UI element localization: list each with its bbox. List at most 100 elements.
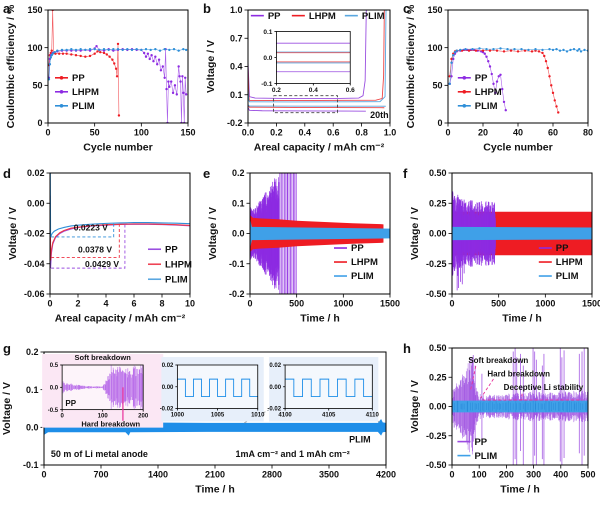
y-tick-label: -0.02: [24, 229, 45, 239]
series-PLIM-marker: [579, 50, 583, 53]
x-tick-label: 100: [98, 414, 109, 420]
x-tick-label: 0.2: [272, 87, 281, 94]
y-tick-label: 50: [32, 81, 42, 91]
series-group: [452, 191, 592, 291]
series-LHPM-marker: [168, 85, 171, 89]
x-tick-label: 2100: [205, 470, 225, 480]
series-PP-marker: [61, 52, 65, 55]
series-LHPM-marker: [502, 50, 506, 53]
series-LHPM-marker: [173, 84, 177, 87]
series-PP: [248, 106, 366, 112]
y-tick-label: 0.2: [26, 347, 39, 357]
series-PP-marker: [70, 53, 73, 56]
series-PP-marker: [487, 60, 490, 63]
series-PLIM-marker: [112, 47, 115, 51]
annotation: 50 m of Li metal anode: [51, 449, 148, 459]
series-PLIM-marker: [60, 48, 64, 52]
series-group: [248, 10, 387, 112]
panel-letter-b: b: [203, 1, 211, 16]
legend-marker-dot: [462, 76, 467, 80]
panel-h: h 0 100 200 300 400 500 0.50 0.25 0.00 -0.25 -0.50…: [400, 340, 600, 507]
series-PLIM-marker: [184, 48, 188, 52]
x-tick-label: 0.8: [355, 128, 368, 138]
x-tick-label: 0.2: [270, 128, 283, 138]
series-LHPM-marker: [142, 51, 146, 55]
series-LHPM-marker: [175, 93, 178, 96]
y-tick-label: 0.1: [230, 90, 243, 100]
series-PLIM-marker: [116, 47, 120, 51]
panel-b-plot: 0.0 0.2 0.4 0.6 0.8 1.0 1.0 0.7 0.4 0.1 -0.2 Areal …: [205, 5, 397, 154]
series-PLIM-marker: [177, 49, 180, 52]
series-PP-marker: [488, 65, 492, 68]
series-LHPM-marker: [557, 111, 560, 114]
y-tick-label: 0.1: [26, 385, 39, 395]
series-PLIM-marker: [485, 47, 488, 51]
legend-marker-dot: [59, 90, 64, 94]
panel-letter-c: c: [403, 1, 411, 16]
series-PP-marker: [483, 52, 486, 55]
series-LHPM-marker: [95, 44, 98, 48]
annotation: PLIM: [349, 434, 371, 444]
series-group: [276, 42, 351, 73]
legend-label: PLIM: [351, 271, 374, 282]
series-PLIM-marker: [578, 47, 581, 51]
series-PLIM-marker: [70, 47, 73, 51]
x-tick-label: 1000: [333, 299, 353, 309]
series-LHPM-marker: [544, 60, 548, 63]
series-group: [48, 10, 188, 123]
series-PP-marker: [499, 73, 502, 76]
x-tick-label: 500: [580, 470, 595, 480]
dash-line: [480, 378, 494, 399]
series-LHPM-marker: [157, 58, 161, 61]
x-tick-label: 4105: [322, 413, 336, 419]
panel-b: b 0.0 0.2 0.4 0.6 0.8 1.0 1.0 0.7 0.4 0.1 -0.2 Area…: [200, 0, 400, 165]
series-PP: [50, 203, 190, 269]
series-PLIM-marker: [506, 47, 509, 51]
series-PLIM-marker: [84, 48, 87, 52]
x-tick-label: 0.6: [327, 128, 340, 138]
x-axis-title: Areal capacity / mAh cm⁻²: [254, 142, 385, 154]
series-group: [62, 365, 144, 410]
legend-label: PLIM: [362, 11, 385, 22]
panel-letter-e: e: [203, 166, 211, 181]
legend-label: PP: [475, 73, 488, 84]
series-PP-marker: [492, 82, 495, 86]
series-PLIM-marker: [453, 50, 457, 54]
y-axis-title: Voltage / V: [409, 380, 421, 433]
series-PLIM-marker: [102, 47, 106, 51]
x-tick-label: 100: [472, 470, 487, 480]
annotation: 1mA cm⁻² and 1 mAh cm⁻²: [236, 449, 350, 459]
x-tick-label: 200: [138, 414, 149, 420]
y-tick-label: 0.00: [162, 385, 174, 391]
series-PLIM: [248, 10, 387, 103]
x-tick-label: 4100: [278, 413, 292, 419]
series-PLIM-marker: [56, 49, 59, 52]
y-tick-label: 0.0: [263, 55, 272, 62]
x-tick-label: 0: [45, 128, 50, 138]
series-PLIM-marker: [130, 48, 134, 52]
y-axis-title: Voltage / V: [409, 207, 421, 260]
y-tick-label: -0.1: [261, 81, 273, 88]
panel-letter-h: h: [403, 341, 411, 356]
y-tick-label: -0.02: [160, 407, 174, 413]
y-tick-label: -0.2: [227, 118, 243, 128]
y-tick-label: 100: [427, 43, 442, 53]
x-tick-label: 1010: [251, 413, 265, 419]
series-PP-marker: [79, 54, 82, 58]
legend-marker-dot: [59, 104, 64, 108]
series-PP-marker: [74, 54, 78, 57]
series-PLIM-marker: [478, 47, 481, 50]
y-tick-label: 0.5: [50, 363, 59, 369]
y-axis-title: Voltage / V: [207, 207, 219, 260]
panel-h-plot: 0 100 200 300 400 500 0.50 0.25 0.00 -0.25 -0.50 Ti…: [409, 343, 596, 495]
series-PLIM-marker: [154, 47, 157, 51]
panel-d-plot: 0 2 4 6 8 10 0.02 0.00 -0.02 -0.04 -0.06 Areal capa…: [7, 168, 195, 324]
series-PP-marker: [502, 100, 506, 104]
series-LHPM-marker: [161, 65, 164, 68]
series-PP-marker: [490, 72, 493, 76]
series-PLIM-marker: [140, 48, 143, 52]
y-axis-title: Coulombic efficiency / %: [405, 4, 417, 128]
y-tick-label: 0.00: [429, 402, 447, 412]
x-tick-label: 1.0: [384, 128, 397, 138]
y-tick-label: -0.06: [24, 289, 45, 299]
